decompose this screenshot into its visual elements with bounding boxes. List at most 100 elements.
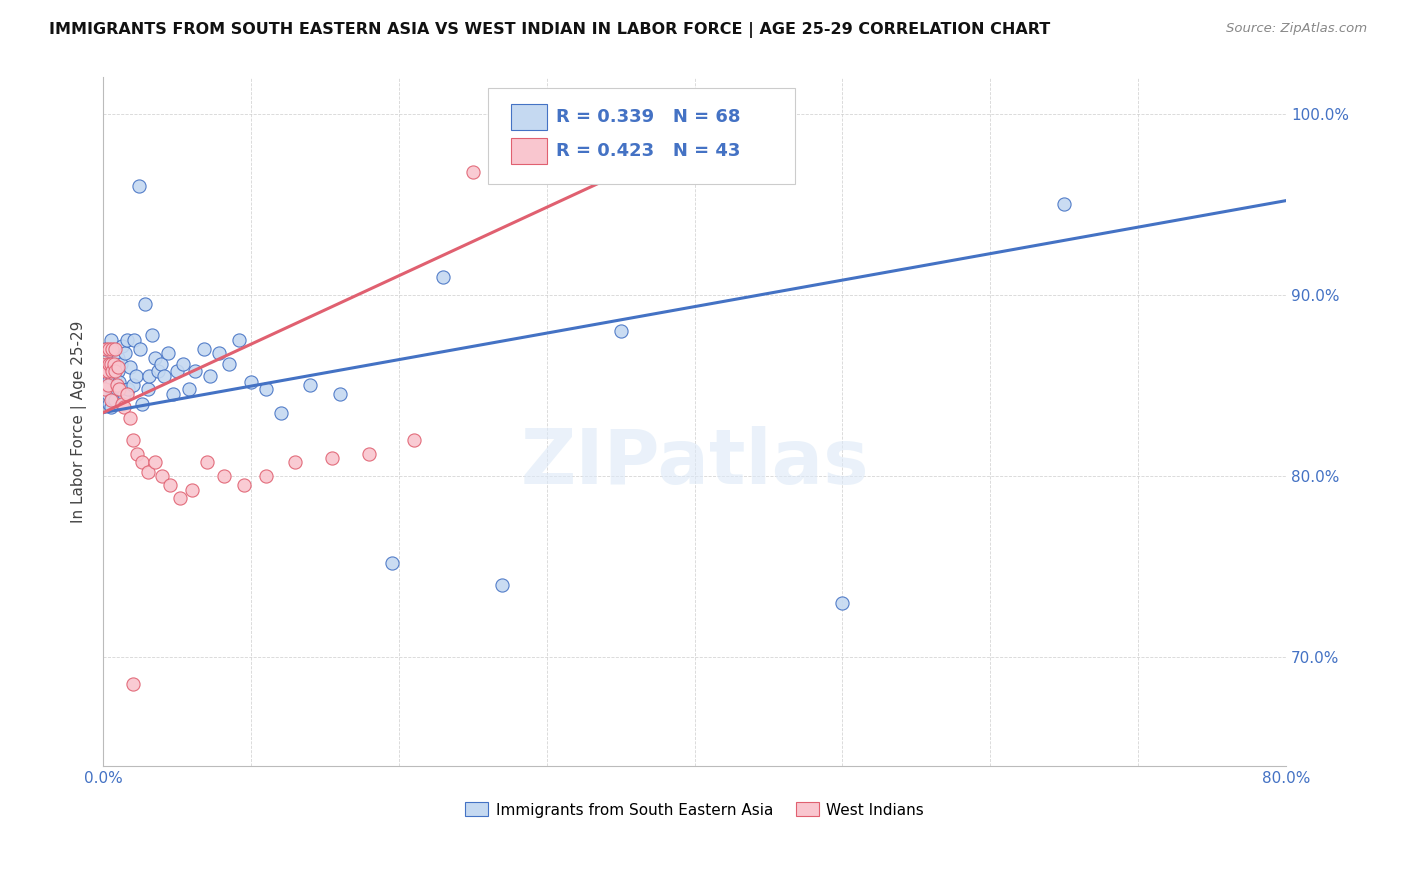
- Point: [115, 387, 138, 401]
- Point: [122, 333, 145, 347]
- Point: [114, 346, 136, 360]
- Point: [100, 333, 122, 347]
- Point: [162, 387, 184, 401]
- Point: [184, 364, 207, 378]
- Point: [254, 382, 277, 396]
- Point: [100, 400, 122, 414]
- Point: [97, 378, 120, 392]
- Point: [254, 469, 277, 483]
- Point: [105, 378, 128, 392]
- Point: [100, 392, 122, 407]
- Point: [108, 375, 131, 389]
- Point: [97, 364, 120, 378]
- Point: [1053, 197, 1076, 211]
- Point: [98, 357, 121, 371]
- Point: [143, 351, 166, 366]
- Point: [166, 364, 188, 378]
- Point: [127, 447, 149, 461]
- Point: [198, 369, 221, 384]
- Y-axis label: In Labor Force | Age 25-29: In Labor Force | Age 25-29: [72, 320, 87, 523]
- Point: [831, 596, 853, 610]
- FancyBboxPatch shape: [512, 138, 547, 164]
- Point: [96, 382, 118, 396]
- FancyBboxPatch shape: [488, 87, 796, 184]
- Point: [98, 342, 121, 356]
- Point: [128, 179, 150, 194]
- Point: [207, 346, 229, 360]
- Point: [93, 342, 115, 356]
- Point: [101, 391, 124, 405]
- Point: [461, 164, 484, 178]
- Point: [105, 357, 128, 371]
- Point: [218, 357, 240, 371]
- Point: [96, 369, 118, 384]
- Point: [214, 469, 236, 483]
- Point: [432, 269, 454, 284]
- Point: [100, 382, 122, 396]
- Point: [101, 373, 124, 387]
- Point: [157, 346, 180, 360]
- Point: [100, 357, 122, 371]
- Point: [107, 351, 129, 366]
- Point: [101, 364, 124, 378]
- Legend: Immigrants from South Eastern Asia, West Indians: Immigrants from South Eastern Asia, West…: [458, 797, 931, 823]
- Point: [654, 161, 676, 175]
- Point: [118, 411, 141, 425]
- Point: [131, 454, 153, 468]
- Point: [103, 382, 125, 396]
- Point: [121, 677, 143, 691]
- Point: [329, 387, 352, 401]
- Point: [105, 382, 128, 396]
- Point: [112, 387, 135, 401]
- Point: [491, 577, 513, 591]
- Point: [121, 378, 143, 392]
- Point: [143, 454, 166, 468]
- Text: R = 0.339   N = 68: R = 0.339 N = 68: [557, 108, 741, 126]
- Point: [96, 342, 118, 356]
- Point: [97, 387, 120, 401]
- Point: [193, 342, 215, 356]
- Point: [284, 454, 307, 468]
- Point: [240, 375, 263, 389]
- Point: [98, 373, 121, 387]
- Point: [134, 297, 156, 311]
- Point: [138, 369, 160, 384]
- Point: [93, 382, 115, 396]
- Text: R = 0.423   N = 43: R = 0.423 N = 43: [557, 142, 741, 160]
- Point: [136, 466, 159, 480]
- Point: [108, 382, 131, 396]
- Point: [97, 357, 120, 371]
- Point: [107, 364, 129, 378]
- Text: ZIPatlas: ZIPatlas: [520, 426, 869, 500]
- Point: [101, 342, 124, 356]
- Point: [228, 333, 250, 347]
- Point: [110, 357, 132, 371]
- Point: [103, 364, 125, 378]
- Point: [153, 369, 176, 384]
- Point: [172, 357, 194, 371]
- Point: [96, 357, 118, 371]
- Point: [149, 357, 172, 371]
- Point: [98, 396, 121, 410]
- Point: [536, 161, 558, 175]
- Point: [118, 360, 141, 375]
- Point: [180, 483, 202, 498]
- Point: [609, 324, 631, 338]
- Point: [93, 360, 115, 375]
- Point: [104, 364, 127, 378]
- Point: [380, 556, 402, 570]
- Point: [111, 338, 134, 352]
- Point: [195, 454, 218, 468]
- Point: [146, 364, 169, 378]
- Point: [115, 333, 138, 347]
- Point: [136, 382, 159, 396]
- Point: [93, 364, 115, 378]
- Point: [359, 447, 381, 461]
- Point: [103, 357, 125, 371]
- Point: [232, 478, 254, 492]
- Point: [97, 368, 120, 382]
- Text: IMMIGRANTS FROM SOUTH EASTERN ASIA VS WEST INDIAN IN LABOR FORCE | AGE 25-29 COR: IMMIGRANTS FROM SOUTH EASTERN ASIA VS WE…: [49, 22, 1050, 38]
- Point: [169, 491, 191, 505]
- Point: [104, 342, 127, 356]
- Point: [129, 342, 152, 356]
